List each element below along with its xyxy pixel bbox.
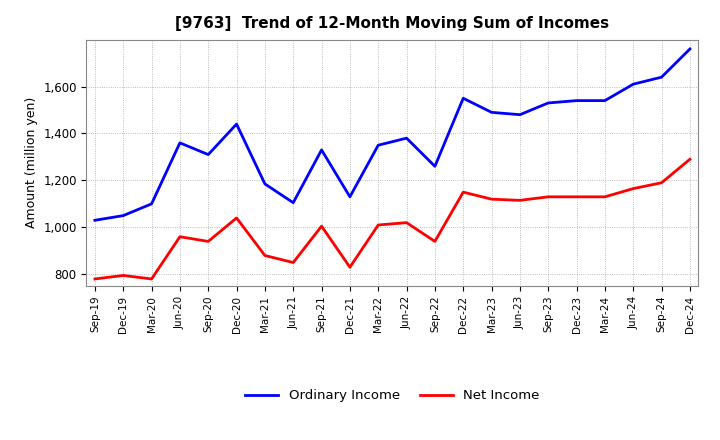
Ordinary Income <box>289 200 297 205</box>
Ordinary Income <box>91 218 99 223</box>
Net Income <box>544 194 552 199</box>
Net Income <box>685 157 694 162</box>
Ordinary Income <box>685 46 694 51</box>
Ordinary Income <box>204 152 212 157</box>
Net Income <box>318 224 326 229</box>
Ordinary Income <box>487 110 496 115</box>
Ordinary Income <box>629 81 637 87</box>
Net Income <box>600 194 609 199</box>
Ordinary Income <box>600 98 609 103</box>
Ordinary Income <box>261 181 269 187</box>
Ordinary Income <box>346 194 354 199</box>
Ordinary Income <box>402 136 411 141</box>
Y-axis label: Amount (million yen): Amount (million yen) <box>24 97 37 228</box>
Net Income <box>459 190 467 195</box>
Ordinary Income <box>572 98 581 103</box>
Net Income <box>91 276 99 282</box>
Net Income <box>148 276 156 282</box>
Net Income <box>487 197 496 202</box>
Net Income <box>629 186 637 191</box>
Line: Ordinary Income: Ordinary Income <box>95 49 690 220</box>
Ordinary Income <box>119 213 127 218</box>
Net Income <box>572 194 581 199</box>
Line: Net Income: Net Income <box>95 159 690 279</box>
Net Income <box>402 220 411 225</box>
Title: [9763]  Trend of 12-Month Moving Sum of Incomes: [9763] Trend of 12-Month Moving Sum of I… <box>176 16 609 32</box>
Ordinary Income <box>544 100 552 106</box>
Net Income <box>204 239 212 244</box>
Net Income <box>261 253 269 258</box>
Ordinary Income <box>431 164 439 169</box>
Legend: Ordinary Income, Net Income: Ordinary Income, Net Income <box>240 384 545 407</box>
Ordinary Income <box>657 74 666 80</box>
Net Income <box>119 273 127 278</box>
Ordinary Income <box>148 201 156 206</box>
Net Income <box>233 215 241 220</box>
Net Income <box>657 180 666 185</box>
Net Income <box>176 234 184 239</box>
Ordinary Income <box>459 95 467 101</box>
Ordinary Income <box>516 112 524 117</box>
Ordinary Income <box>233 121 241 127</box>
Net Income <box>516 198 524 203</box>
Ordinary Income <box>176 140 184 146</box>
Net Income <box>374 222 382 227</box>
Net Income <box>431 239 439 244</box>
Net Income <box>289 260 297 265</box>
Net Income <box>346 264 354 270</box>
Ordinary Income <box>318 147 326 153</box>
Ordinary Income <box>374 143 382 148</box>
